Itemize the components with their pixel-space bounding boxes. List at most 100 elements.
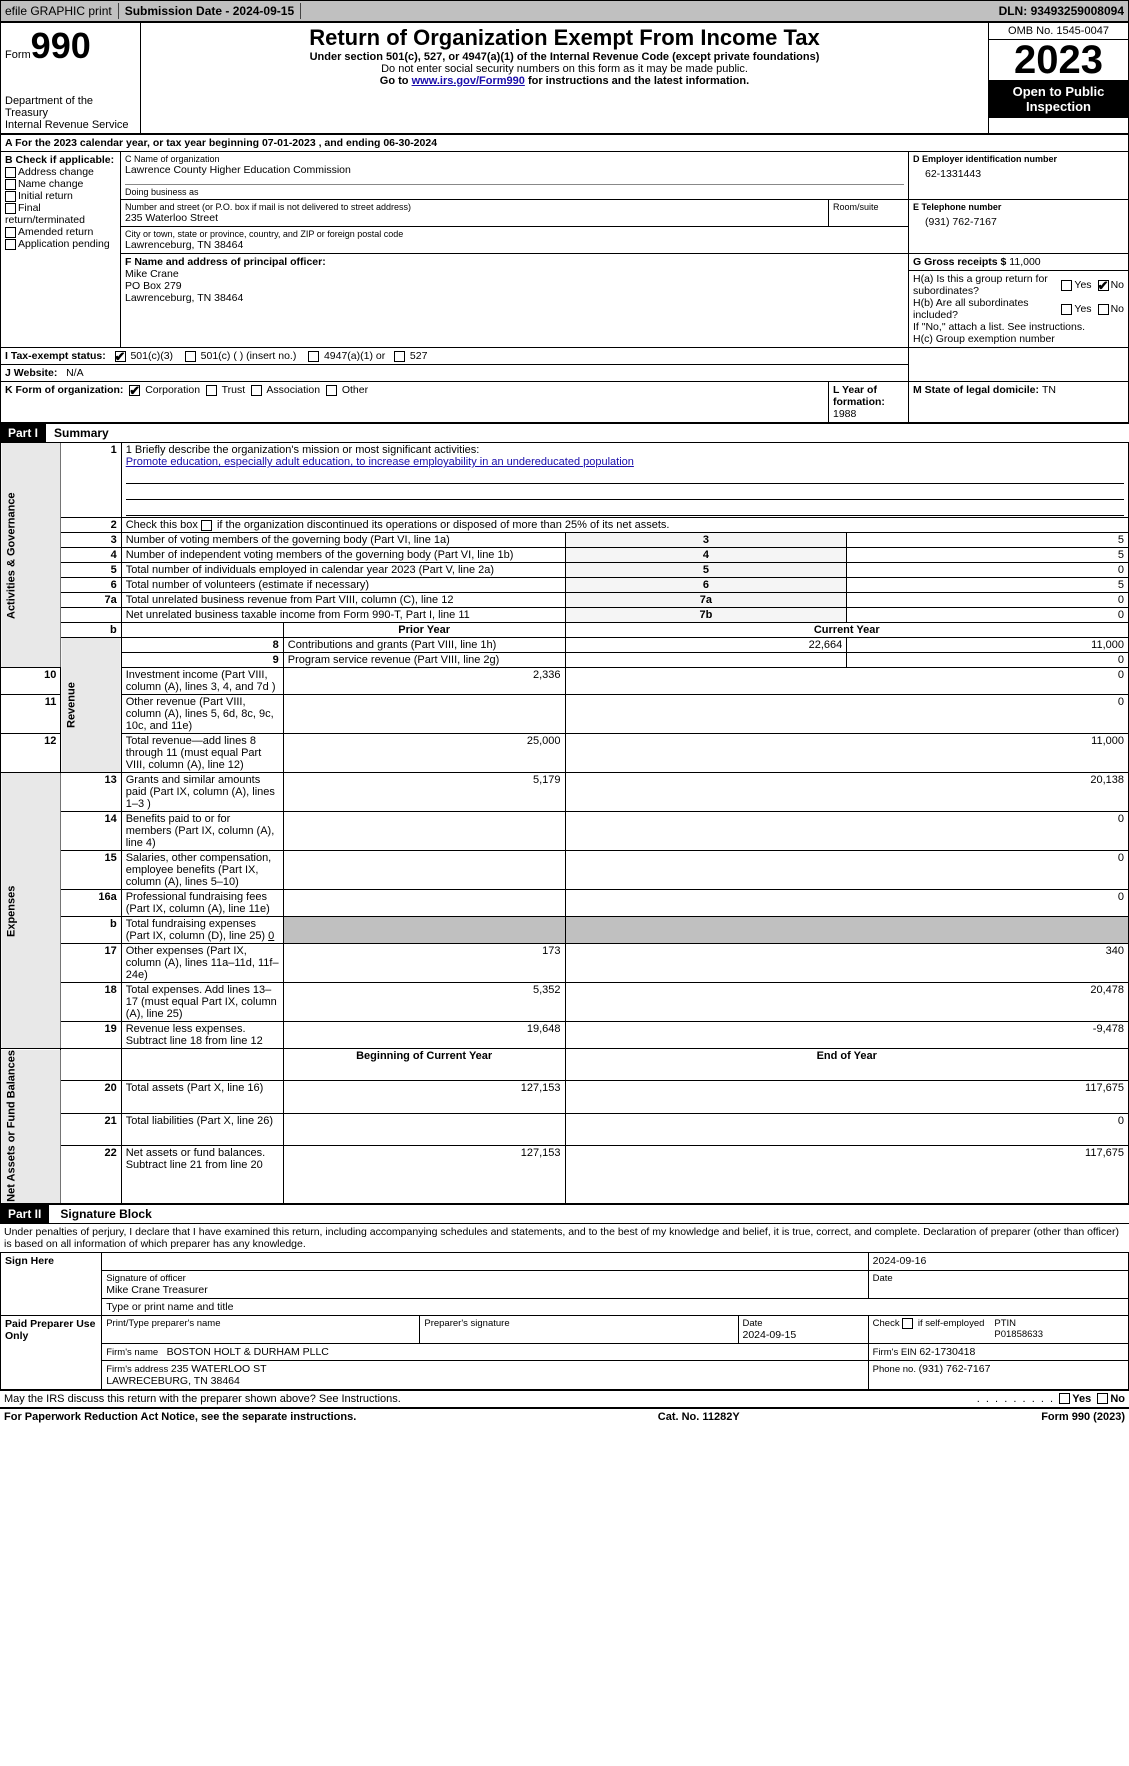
sig-officer-label: Signature of officer xyxy=(106,1273,863,1284)
g-label: G Gross receipts $ xyxy=(913,256,1009,268)
net-row-20: Total assets (Part X, line 16) xyxy=(121,1081,283,1113)
net-row-21: Total liabilities (Part X, line 26) xyxy=(121,1113,283,1145)
ssn-warning: Do not enter social security numbers on … xyxy=(145,63,984,75)
chk-name-change[interactable] xyxy=(5,179,16,190)
org-name: Lawrence County Higher Education Commiss… xyxy=(125,164,904,176)
gov-row-7b: Net unrelated business taxable income fr… xyxy=(121,608,565,623)
chk-4947[interactable] xyxy=(308,351,319,362)
open-inspection: Open to Public Inspection xyxy=(989,80,1128,118)
cat-no: Cat. No. 11282Y xyxy=(658,1411,740,1423)
city-state-zip: Lawrenceburg, TN 38464 xyxy=(125,239,904,251)
side-revenue: Revenue xyxy=(61,638,121,773)
firm-name: BOSTON HOLT & DURHAM PLLC xyxy=(167,1346,329,1358)
boy-header: Beginning of Current Year xyxy=(283,1049,565,1081)
rev-row-12: Total revenue—add lines 8 through 11 (mu… xyxy=(121,734,283,773)
paid-preparer-label: Paid Preparer Use Only xyxy=(1,1315,102,1389)
goto-line: Go to www.irs.gov/Form990 for instructio… xyxy=(145,75,984,87)
irs-link[interactable]: www.irs.gov/Form990 xyxy=(412,75,525,87)
ein: 62-1331443 xyxy=(913,164,1124,180)
chk-assoc[interactable] xyxy=(251,385,262,396)
form-subtitle: Under section 501(c), 527, or 4947(a)(1)… xyxy=(145,51,984,63)
chk-ha-no[interactable] xyxy=(1098,280,1109,291)
chk-hb-yes[interactable] xyxy=(1061,304,1072,315)
chk-501c[interactable] xyxy=(185,351,196,362)
discuss-line: May the IRS discuss this return with the… xyxy=(0,1390,1129,1407)
penalty-statement: Under penalties of perjury, I declare th… xyxy=(0,1224,1129,1252)
part-ii-header: Part II Signature Block xyxy=(0,1204,1129,1224)
exp-row-13: Grants and similar amounts paid (Part IX… xyxy=(121,773,283,812)
chk-discuss-no[interactable] xyxy=(1097,1393,1108,1404)
ha-label: H(a) Is this a group return for subordin… xyxy=(913,273,1061,297)
chk-hb-no[interactable] xyxy=(1098,304,1109,315)
chk-address-change[interactable] xyxy=(5,167,16,178)
paperwork-notice: For Paperwork Reduction Act Notice, see … xyxy=(4,1411,356,1423)
website: N/A xyxy=(66,367,84,379)
b-label: B Check if applicable: xyxy=(5,154,116,166)
eoy-header: End of Year xyxy=(565,1049,1128,1081)
chk-final-return[interactable] xyxy=(5,203,16,214)
chk-app-pending[interactable] xyxy=(5,239,16,250)
f-label: F Name and address of principal officer: xyxy=(125,256,904,268)
net-row-22: Net assets or fund balances. Subtract li… xyxy=(121,1145,283,1203)
city-label: City or town, state or province, country… xyxy=(125,229,904,239)
chk-ha-yes[interactable] xyxy=(1061,280,1072,291)
chk-other[interactable] xyxy=(326,385,337,396)
type-name-label: Type or print name and title xyxy=(102,1298,1129,1315)
i-label: I Tax-exempt status: xyxy=(5,350,106,362)
telephone: (931) 762-7167 xyxy=(913,212,1124,228)
officer-name: Mike Crane xyxy=(125,268,904,280)
top-toolbar: efile GRAPHIC print Submission Date - 20… xyxy=(0,0,1129,22)
chk-amended[interactable] xyxy=(5,227,16,238)
summary-table: Activities & Governance 1 1 Briefly desc… xyxy=(0,442,1129,1204)
side-netassets: Net Assets or Fund Balances xyxy=(1,1049,61,1204)
chk-initial-return[interactable] xyxy=(5,191,16,202)
d-label: D Employer identification number xyxy=(913,154,1124,164)
chk-discontinued[interactable] xyxy=(201,520,212,531)
department: Department of the Treasury Internal Reve… xyxy=(5,95,136,131)
chk-527[interactable] xyxy=(394,351,405,362)
rev-row-10: Investment income (Part VIII, column (A)… xyxy=(121,668,283,695)
gross-receipts: 11,000 xyxy=(1009,256,1040,268)
date-label: Date xyxy=(873,1273,1124,1284)
rev-row-11: Other revenue (Part VIII, column (A), li… xyxy=(121,695,283,734)
exp-row-15: Salaries, other compensation, employee b… xyxy=(121,851,283,890)
rev-row-9: Program service revenue (Part VIII, line… xyxy=(283,653,565,668)
mission-text: Promote education, especially adult educ… xyxy=(126,456,1124,468)
exp-row-16b: Total fundraising expenses (Part IX, col… xyxy=(121,917,283,944)
year-box: OMB No. 1545-0047 2023 Open to Public In… xyxy=(989,23,1128,118)
prep-sig-label: Preparer's signature xyxy=(424,1318,733,1329)
dba-label: Doing business as xyxy=(125,184,904,197)
hb-label: H(b) Are all subordinates included? xyxy=(913,297,1061,321)
room-label: Room/suite xyxy=(833,202,904,212)
efile-label: efile GRAPHIC print xyxy=(5,4,112,18)
addr-label: Number and street (or P.O. box if mail i… xyxy=(125,202,824,212)
tax-year: 2023 xyxy=(989,40,1128,80)
mission-label: 1 Briefly describe the organization's mi… xyxy=(126,444,1124,456)
gov-row-5: Total number of individuals employed in … xyxy=(121,563,565,578)
exp-row-16a: Professional fundraising fees (Part IX, … xyxy=(121,890,283,917)
line-a: A For the 2023 calendar year, or tax yea… xyxy=(1,135,1129,152)
identity-block: A For the 2023 calendar year, or tax yea… xyxy=(0,134,1129,423)
firm-phone: (931) 762-7167 xyxy=(919,1363,991,1375)
gov-row-7a: Total unrelated business revenue from Pa… xyxy=(121,593,565,608)
chk-self-employed[interactable] xyxy=(902,1318,913,1329)
firm-ein: 62-1730418 xyxy=(919,1346,975,1358)
chk-corp[interactable] xyxy=(129,385,140,396)
sig-date: 2024-09-16 xyxy=(868,1252,1128,1270)
sign-here-label: Sign Here xyxy=(1,1252,102,1315)
officer-addr1: PO Box 279 xyxy=(125,280,904,292)
form-title: Return of Organization Exempt From Incom… xyxy=(145,25,984,51)
part-i-header: Part I Summary xyxy=(0,423,1129,442)
prep-date-label: Date xyxy=(743,1318,864,1329)
chk-501c3[interactable] xyxy=(115,351,126,362)
dln: DLN: 93493259008094 xyxy=(999,4,1124,18)
prior-year-header: Prior Year xyxy=(283,623,565,638)
c-name-label: C Name of organization xyxy=(125,154,904,164)
side-expenses: Expenses xyxy=(1,773,61,1049)
side-governance: Activities & Governance xyxy=(1,443,61,668)
chk-discuss-yes[interactable] xyxy=(1059,1393,1070,1404)
form-header: Form990 Department of the Treasury Inter… xyxy=(0,22,1129,134)
chk-trust[interactable] xyxy=(206,385,217,396)
exp-row-18: Total expenses. Add lines 13–17 (must eq… xyxy=(121,983,283,1022)
gov-row-3: Number of voting members of the governin… xyxy=(121,533,565,548)
